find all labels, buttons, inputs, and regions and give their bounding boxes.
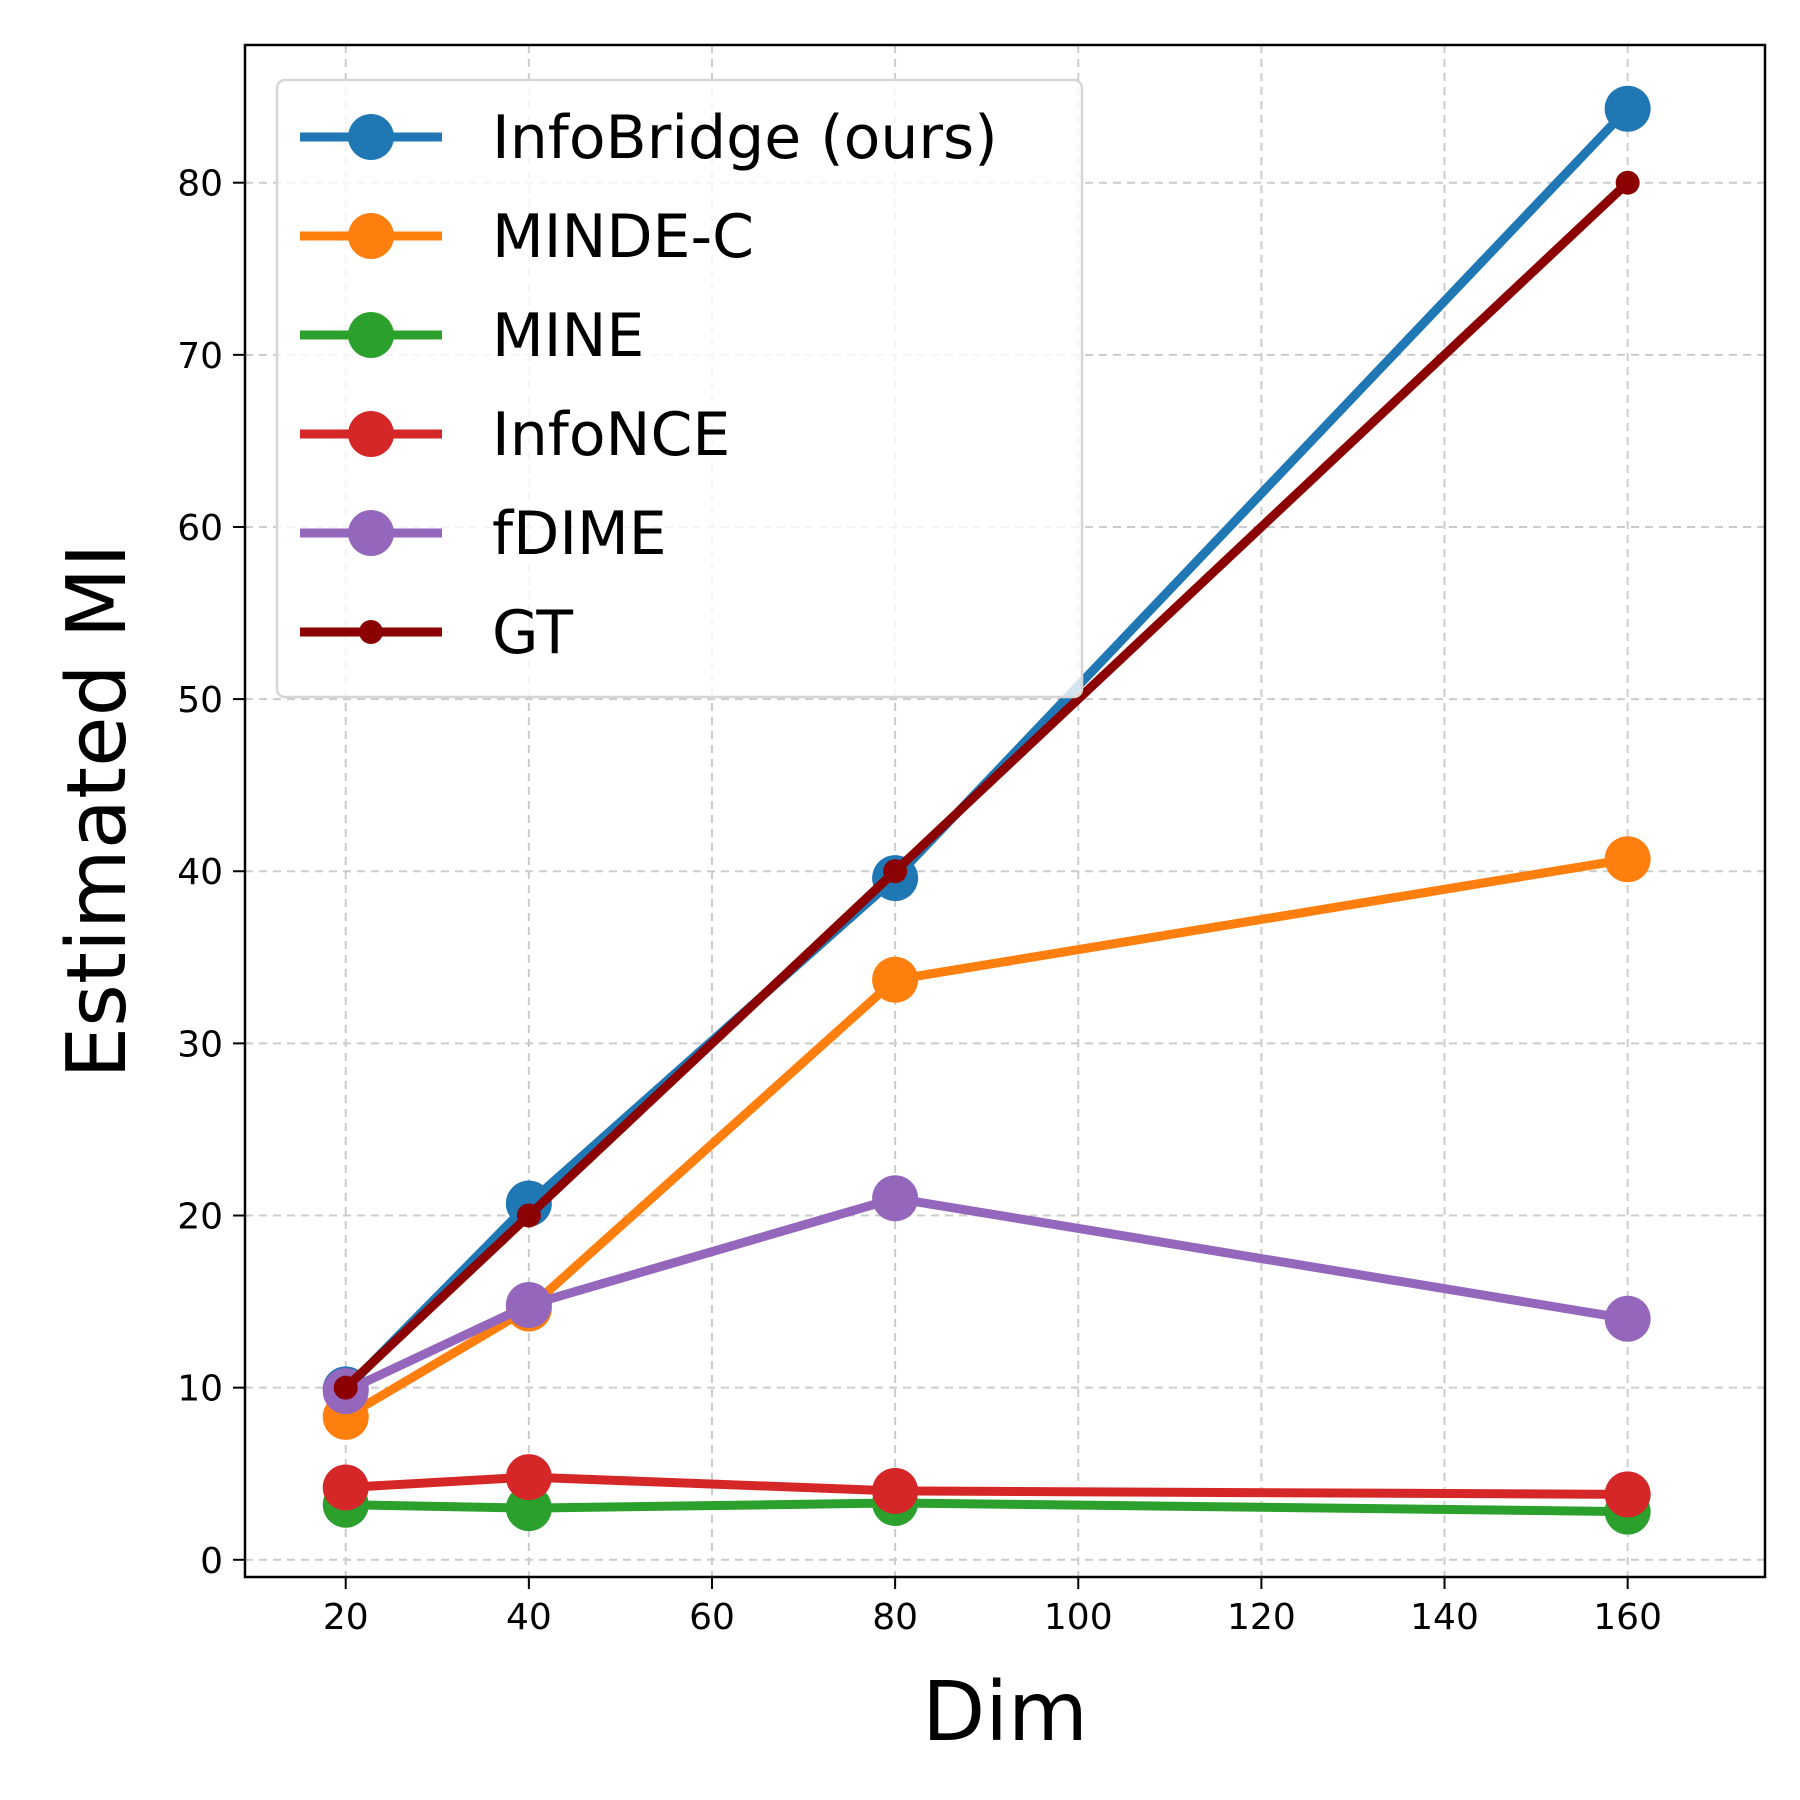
legend-label: InfoNCE [492,400,730,470]
x-tick-label: 60 [689,1597,735,1638]
x-tick-label: 100 [1044,1597,1113,1638]
legend-box [275,78,1084,699]
x-tick-label: 40 [506,1597,552,1638]
data-point-infonce [872,1467,919,1514]
legend-item-minde-c: MINDE-C [300,202,754,272]
legend-label: fDIME [492,499,667,569]
x-tick-label: 140 [1410,1597,1479,1638]
axis-ticks: 20 40 60 80 100 120 140 160 0 10 20 30 40 50 60 70 80 [177,164,1662,1638]
y-tick-label: 20 [177,1197,223,1238]
legend: InfoBridge (ours) MINDE-C MINE InfoNCE fDIME… [275,78,1084,699]
data-point-fdime [872,1175,919,1222]
series-line-minde-c [341,854,1633,1422]
y-tick-label: 60 [177,508,223,549]
legend-marker [348,510,394,556]
x-tick-label: 120 [1227,1597,1296,1638]
x-tick-label: 20 [323,1597,369,1638]
series-gt [333,170,1640,1400]
series-line-infonce [341,1472,1633,1499]
legend-item-infobridge-ours: InfoBridge (ours) [300,103,998,173]
data-point-gt [883,859,908,884]
data-point-minde-c [872,956,919,1003]
series-minde-c [322,836,1651,1440]
y-tick-label: 0 [200,1541,223,1582]
legend-label: MINDE-C [492,202,754,272]
y-axis-title: Estimated MI [50,543,145,1078]
legend-marker [348,213,394,259]
legend-item-mine: MINE [300,301,644,371]
data-point-gt [1615,170,1640,195]
legend-marker [348,114,394,160]
data-point-gt [516,1203,541,1228]
x-axis-title: Dim [922,1665,1088,1760]
data-point-infonce [505,1454,552,1501]
legend-marker [359,620,383,644]
series-layer [322,85,1651,1535]
x-tick-label: 160 [1593,1597,1662,1638]
data-point-infonce [1604,1471,1651,1518]
y-tick-label: 80 [177,164,223,205]
legend-label: GT [492,598,573,668]
data-point-gt [333,1375,358,1400]
data-point-fdime [505,1282,552,1329]
y-tick-label: 50 [177,680,223,721]
data-point-infobridge-ours [1604,85,1651,132]
data-point-fdime [1604,1295,1651,1342]
series-line-fdime [341,1193,1633,1396]
data-point-minde-c [1604,836,1651,883]
series-line-mine [341,1498,1633,1517]
y-tick-label: 70 [177,336,223,377]
legend-item-infonce: InfoNCE [300,400,730,470]
legend-label: InfoBridge (ours) [492,103,998,173]
data-point-infonce [322,1464,369,1511]
y-tick-label: 30 [177,1024,223,1065]
series-line-gt [341,178,1633,1393]
x-tick-label: 80 [872,1597,918,1638]
series-infonce [322,1454,1651,1518]
y-tick-label: 40 [177,852,223,893]
y-tick-label: 10 [177,1369,223,1410]
legend-item-fdime: fDIME [300,499,667,569]
legend-label: MINE [492,301,644,371]
legend-marker [348,411,394,457]
legend-marker [348,312,394,358]
plot-frame [243,43,1767,1579]
legend-item-gt: GT [300,598,573,668]
